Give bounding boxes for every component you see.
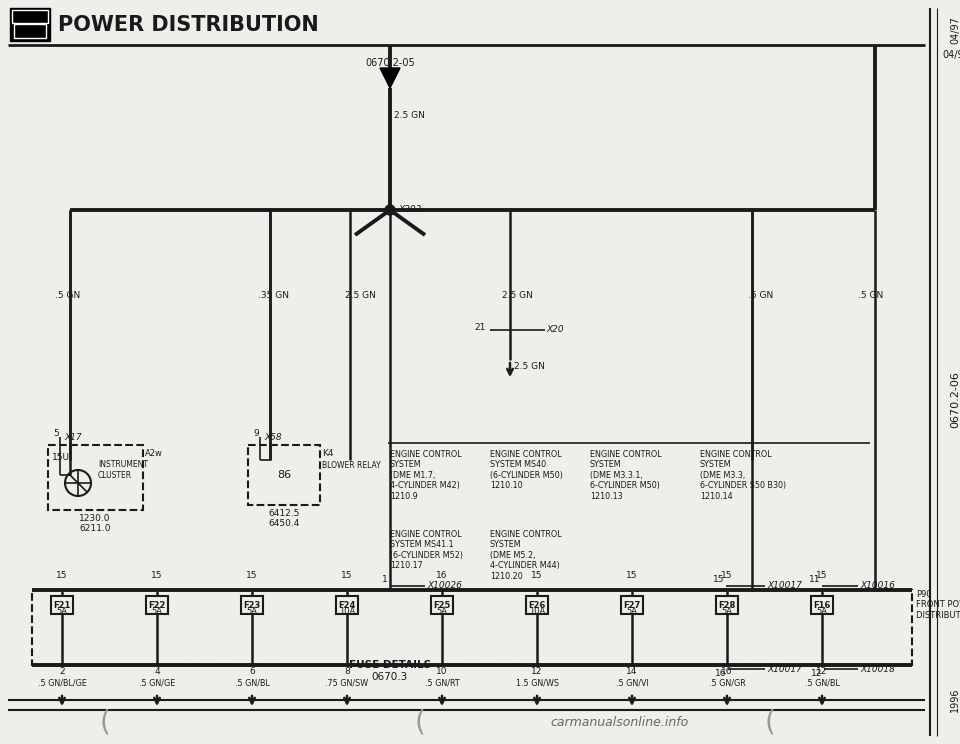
Text: ENGINE CONTROL
SYSTEM
(DME M5.2,
4-CYLINDER M44)
1210.20: ENGINE CONTROL SYSTEM (DME M5.2, 4-CYLIN… (490, 530, 562, 580)
Text: 0670.2-05: 0670.2-05 (365, 58, 415, 68)
Text: F25: F25 (433, 601, 450, 610)
Text: X10017: X10017 (767, 664, 802, 673)
Text: X20: X20 (546, 326, 564, 335)
Text: 10A: 10A (339, 607, 355, 616)
Text: .5 GN: .5 GN (748, 290, 773, 300)
Text: .5 GN/RT: .5 GN/RT (424, 678, 459, 687)
Text: 15: 15 (712, 575, 724, 584)
Text: .75 GN/SW: .75 GN/SW (325, 678, 369, 687)
Text: (: ( (100, 708, 110, 736)
Text: 10A: 10A (529, 607, 545, 616)
Text: 16: 16 (714, 669, 726, 678)
Text: F21: F21 (54, 601, 71, 610)
Bar (336, 596, 358, 614)
Text: 14: 14 (626, 667, 637, 676)
Bar (248, 445, 320, 505)
Text: 1996: 1996 (950, 687, 960, 712)
Text: .35 GN: .35 GN (258, 290, 289, 300)
Text: 11: 11 (808, 575, 820, 584)
Text: POWER DISTRIBUTION: POWER DISTRIBUTION (58, 15, 319, 35)
Text: 12: 12 (810, 669, 822, 678)
Text: 6: 6 (250, 667, 254, 676)
Bar (621, 596, 643, 614)
Text: .5 GN/GR: .5 GN/GR (708, 678, 745, 687)
Text: .5 GN: .5 GN (55, 290, 81, 300)
Text: .5 GN/GE: .5 GN/GE (139, 678, 175, 687)
Text: 0670.2-06: 0670.2-06 (950, 371, 960, 429)
Text: K4: K4 (322, 449, 333, 458)
Text: 21: 21 (474, 324, 486, 333)
Text: 2.5 GN: 2.5 GN (514, 362, 545, 371)
Text: INSTRUMENT: INSTRUMENT (98, 460, 148, 469)
Text: X10017: X10017 (767, 582, 802, 591)
Text: 6412.5: 6412.5 (268, 509, 300, 518)
Bar (12, 10, 48, 23)
Text: 2.5 GN: 2.5 GN (394, 111, 425, 120)
Text: X58: X58 (264, 432, 281, 441)
Text: ENGINE CONTROL
SYSTEM
(DME M3.3.1,
6-CYLINDER M50)
1210.13: ENGINE CONTROL SYSTEM (DME M3.3.1, 6-CYL… (590, 450, 661, 501)
Text: .5 GN/BL/GE: .5 GN/BL/GE (37, 678, 86, 687)
Text: 2.5 GN: 2.5 GN (345, 290, 376, 300)
Text: ENGINE CONTROL
SYSTEM MS41.1
(6-CYLINDER M52)
1210.17: ENGINE CONTROL SYSTEM MS41.1 (6-CYLINDER… (390, 530, 463, 570)
Text: 16: 16 (721, 667, 732, 676)
Bar (32, 590, 912, 665)
Text: 16: 16 (436, 571, 447, 580)
Text: .5 GN/VI: .5 GN/VI (615, 678, 648, 687)
Text: F16: F16 (813, 601, 830, 610)
Text: CLUSTER: CLUSTER (98, 471, 132, 480)
Bar (48, 445, 143, 510)
Text: F22: F22 (148, 601, 166, 610)
Text: 5A: 5A (817, 607, 828, 616)
Text: 12: 12 (531, 667, 542, 676)
Text: 1230.0: 1230.0 (80, 514, 110, 523)
Text: 15: 15 (247, 571, 257, 580)
Circle shape (385, 205, 395, 215)
Text: (: ( (764, 708, 776, 736)
Text: 15U: 15U (52, 453, 70, 462)
Text: 2: 2 (60, 667, 65, 676)
Text: F24: F24 (338, 601, 356, 610)
Text: 86: 86 (276, 470, 291, 480)
Text: 5A: 5A (722, 607, 732, 616)
Text: F28: F28 (718, 601, 735, 610)
Text: 15: 15 (57, 571, 68, 580)
Text: 15: 15 (152, 571, 163, 580)
Text: 3: 3 (24, 22, 36, 40)
Bar (241, 596, 263, 614)
Text: 5: 5 (53, 429, 59, 437)
Text: X10016: X10016 (860, 582, 895, 591)
Text: X10018: X10018 (860, 664, 895, 673)
Text: 5A: 5A (57, 607, 67, 616)
Text: P90
FRONT POWER
DISTRIBUTION BOX: P90 FRONT POWER DISTRIBUTION BOX (916, 590, 960, 620)
Text: 5A: 5A (627, 607, 637, 616)
Polygon shape (380, 68, 400, 88)
Text: 5A: 5A (152, 607, 162, 616)
Text: 9: 9 (253, 429, 259, 437)
Text: 0670.3: 0670.3 (372, 672, 408, 682)
Text: 15: 15 (816, 571, 828, 580)
Text: .5 GN/BL: .5 GN/BL (804, 678, 839, 687)
Text: 5A: 5A (247, 607, 257, 616)
Text: 6211.0: 6211.0 (80, 524, 110, 533)
Text: 8: 8 (344, 667, 349, 676)
Text: F27: F27 (623, 601, 640, 610)
Text: A2w: A2w (145, 449, 163, 458)
Text: 4: 4 (155, 667, 159, 676)
Text: X10026: X10026 (427, 582, 462, 591)
Bar (716, 596, 738, 614)
Text: F23: F23 (244, 601, 260, 610)
Text: F26: F26 (528, 601, 545, 610)
Bar (51, 596, 73, 614)
Text: 15: 15 (531, 571, 542, 580)
Text: (: ( (415, 708, 425, 736)
Bar (431, 596, 453, 614)
Bar (526, 596, 548, 614)
Text: ENGINE CONTROL
SYSTEM
(DME M1.7,
4-CYLINDER M42)
1210.9: ENGINE CONTROL SYSTEM (DME M1.7, 4-CYLIN… (390, 450, 462, 501)
Text: 1.5 GN/WS: 1.5 GN/WS (516, 678, 559, 687)
Bar (811, 596, 833, 614)
Text: ENGINE CONTROL
SYSTEM MS40
(6-CYLINDER M50)
1210.10: ENGINE CONTROL SYSTEM MS40 (6-CYLINDER M… (490, 450, 563, 490)
Text: 5A: 5A (437, 607, 447, 616)
Text: 10: 10 (436, 667, 447, 676)
Text: X203: X203 (398, 205, 421, 214)
Text: 1: 1 (382, 575, 388, 584)
